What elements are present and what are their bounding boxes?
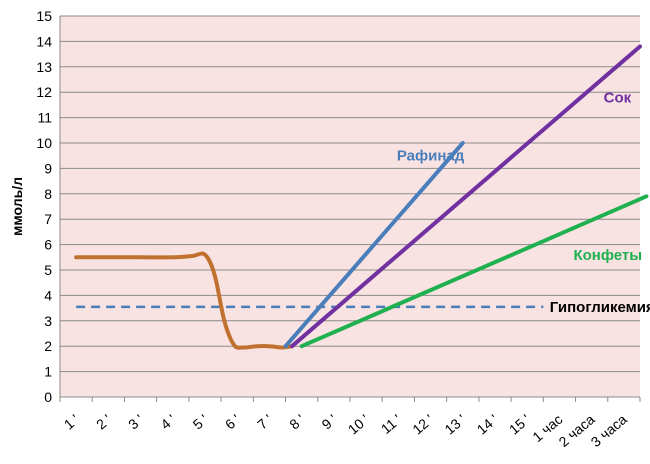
y-tick-label: 1 (44, 364, 52, 380)
series-labels: Рафинад Сок Конфеты Гипогликемия (397, 89, 650, 316)
x-tick-label: 4 ' (157, 411, 178, 432)
y-axis-label: ммоль/л (9, 177, 25, 236)
y-tick-label: 0 (44, 389, 52, 405)
y-tick-label: 10 (36, 135, 52, 151)
series-line-glucose (74, 251, 294, 350)
series-line-Рафинад (283, 141, 465, 349)
x-tick-label: 6 ' (222, 411, 243, 432)
x-tick-label: 3 часа (588, 411, 630, 450)
x-tick-label: 9 ' (319, 411, 340, 432)
x-axis-ticks: 1 ' 2 ' 3 ' 4 ' 5 ' 6 ' 7 ' 8 ' 9 ' 10 ' 11 ' 12 ' 1… (59, 397, 641, 450)
series-line-Сок (290, 44, 642, 349)
y-tick-label: 8 (44, 186, 52, 202)
x-tick-label: 7 ' (254, 411, 275, 432)
y-tick-label: 14 (36, 33, 52, 49)
x-tick-label: 12 ' (409, 411, 436, 437)
x-tick-label: 3 ' (125, 411, 146, 432)
x-tick-label: 1 ' (61, 411, 82, 432)
y-tick-label: 12 (36, 84, 52, 100)
y-tick-label: 15 (36, 8, 52, 24)
series-label: Конфеты (573, 247, 642, 264)
y-tick-label: 4 (44, 287, 52, 303)
x-tick-label: 11 ' (378, 411, 404, 437)
series-label: Сок (604, 89, 632, 106)
y-tick-label: 6 (44, 237, 52, 253)
y-tick-label: 13 (36, 59, 52, 75)
plot-background (60, 16, 640, 397)
series-label: Гипогликемия (550, 299, 650, 316)
x-tick-label: 5 ' (190, 411, 211, 432)
y-tick-label: 3 (44, 313, 52, 329)
series-line-Конфеты (299, 194, 649, 349)
series-label: Рафинад (397, 148, 465, 165)
y-tick-label: 5 (44, 262, 52, 278)
series (74, 44, 649, 350)
y-tick-label: 7 (44, 211, 52, 227)
x-tick-label: 13 ' (441, 411, 468, 437)
y-tick-label: 9 (44, 160, 52, 176)
x-tick-label: 8 ' (286, 411, 307, 432)
x-tick-label: 10 ' (345, 411, 372, 437)
y-tick-label: 2 (44, 338, 52, 354)
x-tick-label: 2 часа (555, 411, 597, 450)
x-tick-label: 14 ' (474, 411, 501, 437)
x-tick-label: 2 ' (93, 411, 114, 432)
y-tick-label: 11 (37, 110, 52, 126)
plot-area (60, 16, 640, 397)
